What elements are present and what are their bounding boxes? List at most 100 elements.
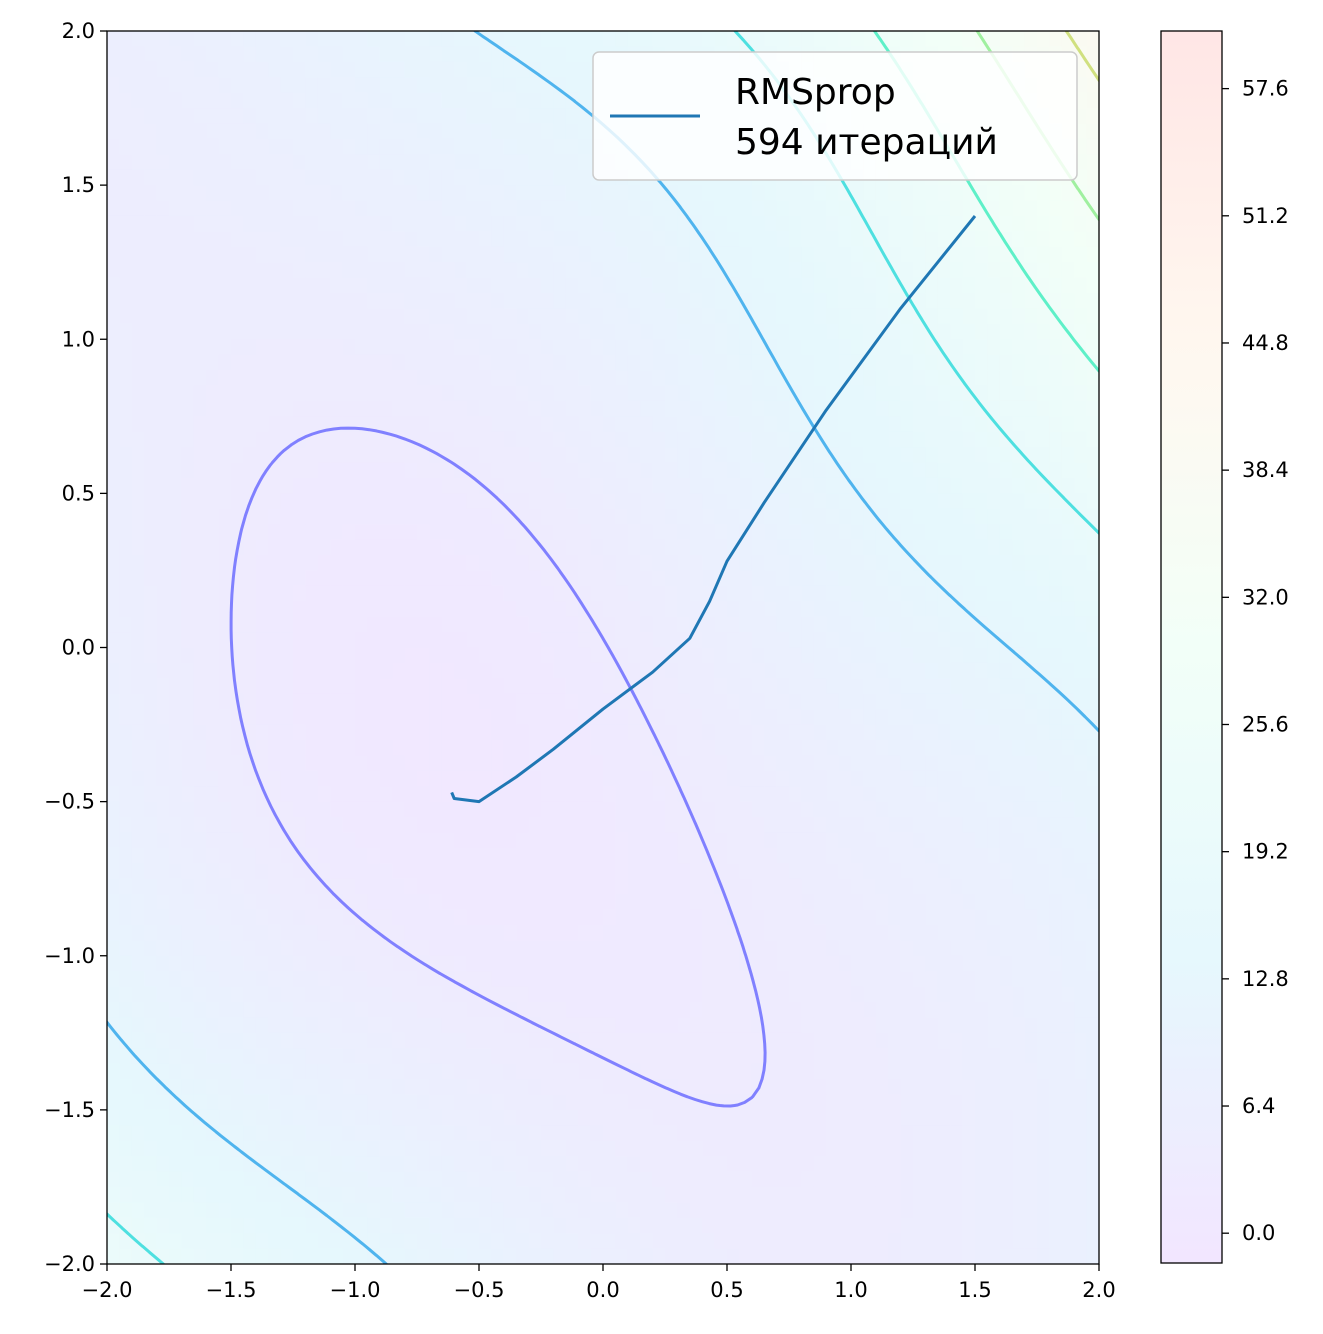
- contour-fill-cell: [479, 909, 492, 926]
- contour-fill-cell: [863, 662, 877, 679]
- contour-fill-cell: [330, 92, 344, 109]
- contour-fill-cell: [479, 77, 492, 94]
- contour-fill-cell: [689, 462, 703, 479]
- contour-fill-cell: [503, 863, 517, 880]
- contour-fill-cell: [541, 1094, 554, 1111]
- contour-fill-cell: [355, 1094, 368, 1111]
- contour-fill-cell: [293, 585, 306, 602]
- contour-fill-cell: [603, 477, 616, 494]
- contour-fill-cell: [466, 1017, 480, 1034]
- contour-fill-cell: [330, 31, 344, 48]
- contour-fill-cell: [404, 1233, 418, 1250]
- contour-fill-cell: [503, 894, 517, 911]
- contour-fill-cell: [665, 755, 678, 772]
- contour-fill-cell: [702, 1233, 716, 1250]
- contour-fill-cell: [739, 662, 753, 679]
- contour-fill-cell: [603, 1233, 616, 1250]
- contour-fill-cell: [280, 92, 294, 109]
- contour-fill-cell: [317, 662, 331, 679]
- contour-fill-cell: [218, 293, 232, 310]
- contour-fill-cell: [293, 1202, 306, 1219]
- contour-fill-cell: [491, 1171, 505, 1188]
- contour-fill-cell: [144, 1094, 158, 1111]
- contour-fill-cell: [317, 616, 331, 633]
- contour-fill-cell: [218, 801, 232, 818]
- contour-fill-cell: [565, 632, 579, 649]
- contour-fill-cell: [144, 709, 158, 726]
- contour-fill-cell: [330, 693, 344, 710]
- contour-fill-cell: [516, 647, 530, 664]
- contour-fill-cell: [479, 385, 492, 402]
- contour-fill-cell: [503, 1032, 517, 1049]
- contour-fill-cell: [491, 1063, 505, 1080]
- contour-fill-cell: [491, 1094, 505, 1111]
- contour-fill-cell: [193, 940, 207, 957]
- contour-fill-cell: [255, 709, 269, 726]
- contour-fill-cell: [293, 31, 306, 48]
- contour-fill-cell: [491, 246, 505, 263]
- contour-fill-cell: [714, 739, 728, 756]
- contour-fill-cell: [541, 955, 554, 972]
- contour-fill-cell: [541, 986, 554, 1003]
- contour-fill-cell: [255, 31, 269, 48]
- contour-fill-cell: [603, 786, 616, 803]
- contour-fill-cell: [255, 539, 269, 556]
- contour-fill-cell: [565, 370, 579, 387]
- contour-fill-cell: [590, 1001, 604, 1018]
- contour-fill-cell: [193, 1001, 207, 1018]
- contour-fill-cell: [615, 1248, 629, 1264]
- contour-fill-cell: [776, 293, 790, 310]
- contour-fill-cell: [131, 955, 145, 972]
- contour-fill-cell: [293, 801, 306, 818]
- contour-fill-cell: [193, 138, 207, 155]
- contour-fill-cell: [268, 847, 282, 864]
- contour-fill-cell: [404, 1001, 418, 1018]
- contour-fill-cell: [243, 539, 257, 556]
- contour-fill-cell: [317, 323, 331, 340]
- contour-fill-cell: [441, 863, 455, 880]
- contour-fill-cell: [590, 323, 604, 340]
- contour-fill-cell: [479, 169, 492, 186]
- contour-fill-cell: [640, 1217, 654, 1234]
- contour-fill-cell: [627, 647, 641, 664]
- contour-fill-cell: [751, 1094, 765, 1111]
- contour-fill-cell: [615, 231, 629, 248]
- contour-fill-cell: [789, 1094, 802, 1111]
- contour-fill-cell: [528, 308, 542, 325]
- contour-fill-cell: [826, 477, 840, 494]
- contour-fill-cell: [578, 647, 592, 664]
- contour-fill-cell: [640, 786, 654, 803]
- contour-fill-cell: [875, 385, 889, 402]
- contour-fill-cell: [466, 940, 480, 957]
- contour-fill-cell: [565, 339, 579, 356]
- contour-fill-cell: [169, 1001, 182, 1018]
- contour-fill-cell: [417, 354, 430, 371]
- contour-fill-cell: [541, 1156, 554, 1173]
- contour-fill-cell: [107, 1233, 120, 1250]
- contour-fill-cell: [751, 924, 765, 941]
- contour-fill-cell: [640, 878, 654, 895]
- contour-fill-cell: [454, 493, 468, 510]
- contour-fill-cell: [739, 462, 753, 479]
- contour-fill-cell: [863, 1186, 877, 1203]
- contour-fill-cell: [218, 863, 232, 880]
- contour-fill-cell: [851, 924, 864, 941]
- contour-fill-cell: [491, 431, 505, 448]
- contour-fill-cell: [665, 832, 678, 849]
- contour-fill-cell: [627, 832, 641, 849]
- contour-fill-cell: [640, 370, 654, 387]
- contour-fill-cell: [404, 524, 418, 541]
- contour-fill-cell: [330, 863, 344, 880]
- contour-fill-cell: [826, 678, 840, 695]
- contour-fill-cell: [392, 416, 406, 433]
- contour-fill-cell: [144, 1048, 158, 1065]
- contour-fill-cell: [689, 555, 703, 572]
- contour-fill-cell: [801, 724, 815, 741]
- contour-fill-cell: [131, 308, 145, 325]
- contour-fill-cell: [516, 709, 530, 726]
- contour-fill-cell: [590, 555, 604, 572]
- contour-fill-cell: [293, 986, 306, 1003]
- contour-fill-cell: [813, 616, 827, 633]
- contour-fill-cell: [156, 31, 170, 48]
- contour-fill-cell: [392, 1094, 406, 1111]
